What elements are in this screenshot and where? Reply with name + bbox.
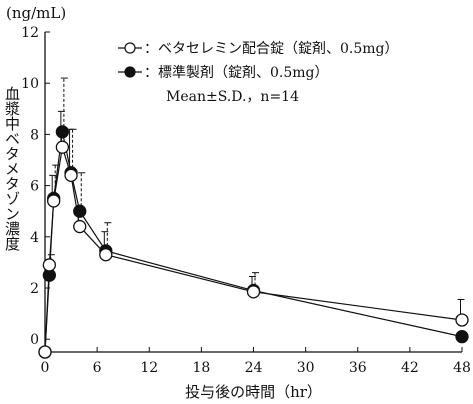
data-point-open [64,168,78,183]
y-tick-label: 10 [21,76,39,92]
data-point-open [42,258,56,272]
x-tick-label: 42 [401,360,419,376]
x-tick-label: 24 [245,360,263,376]
legend-marker [124,42,136,54]
x-tick-label: 6 [93,360,102,376]
x-tick-label: 0 [41,360,50,376]
series-line-2 [44,131,463,353]
y-tick-label: 2 [30,281,39,297]
y-tick-label: 8 [30,127,39,143]
y-unit-label: (ng/mL) [6,4,66,22]
y-tick-label: 4 [30,230,39,246]
data-point-open [246,285,261,299]
data-point-open [73,219,87,234]
y-axis-label: 血漿中ベタメタゾン濃度 [3,86,21,251]
x-tick-label: 30 [297,360,315,376]
data-point-open [38,345,52,359]
data-point-filled [455,329,469,344]
data-point-open [47,194,61,208]
x-tick-label: 36 [349,360,367,376]
y-tick-label: 6 [30,179,39,195]
y-tick-label: 12 [21,25,39,41]
x-axis-label: 投与後の時間（hr） [185,383,322,401]
legend-label: ：標準製剤（錠剤、0.5mg） [144,65,329,81]
y-tick-label: 0 [30,332,39,348]
x-tick-label: 18 [192,360,210,376]
data-point-filled [73,204,87,218]
data-point-open [455,313,469,327]
x-tick-label: 48 [453,360,471,376]
data-point-filled [55,125,70,139]
data-point-open [55,140,70,154]
annotation-mean-sd: Mean±S.D.，n=14 [166,89,299,105]
x-tick-label: 12 [140,360,158,376]
data-point-open [99,248,113,262]
legend-marker [124,66,136,78]
legend-label: ：ベタセレミン配合錠（錠剤、0.5mg） [144,41,399,57]
